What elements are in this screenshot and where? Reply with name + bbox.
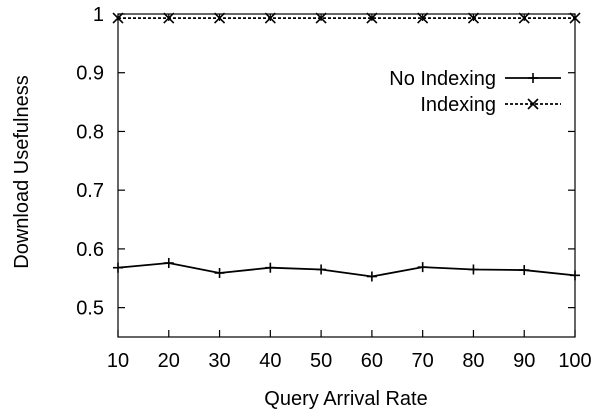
series-line-no-indexing bbox=[117, 262, 576, 278]
legend-label-indexing: Indexing bbox=[420, 94, 496, 116]
x-tick-label: 80 bbox=[462, 350, 484, 372]
data-point-no-indexing bbox=[519, 265, 530, 276]
data-point-no-indexing bbox=[316, 264, 327, 275]
x-tick-label: 40 bbox=[259, 350, 281, 372]
marker-stroke bbox=[467, 12, 480, 24]
data-point-no-indexing bbox=[265, 262, 276, 273]
x-tick-label: 70 bbox=[412, 350, 434, 372]
y-tick-label: 0.9 bbox=[76, 63, 104, 85]
ticks-layer: 10 20 30 40 50 60 70 80 90 100 0.5 0.6 0.7 0.8 0.9 1 bbox=[76, 4, 592, 372]
marker-stroke bbox=[366, 12, 378, 24]
y-tick-label: 0.6 bbox=[76, 239, 104, 261]
data-point-no-indexing bbox=[366, 271, 377, 282]
y-tick-label: 0.5 bbox=[76, 298, 104, 320]
data-point-indexing bbox=[213, 12, 226, 24]
marker-stroke bbox=[213, 12, 226, 24]
data-point-indexing bbox=[518, 12, 530, 24]
x-tick-label: 20 bbox=[158, 350, 180, 372]
x-tick-label: 30 bbox=[208, 350, 230, 372]
marker-stroke bbox=[417, 12, 429, 24]
x-axis-label: Query Arrival Rate bbox=[264, 388, 427, 410]
series-no-indexing bbox=[113, 258, 580, 282]
data-point-indexing bbox=[163, 12, 175, 24]
series-layer bbox=[112, 12, 581, 282]
x-tick-label: 100 bbox=[558, 350, 591, 372]
x-tick-label: 50 bbox=[310, 350, 332, 372]
y-axis-label: Download Usefulness bbox=[11, 75, 33, 268]
y-tick-label: 1 bbox=[93, 4, 104, 26]
x-tick-label: 10 bbox=[107, 350, 129, 372]
series-indexing bbox=[112, 12, 581, 24]
data-point-no-indexing bbox=[214, 267, 225, 278]
legend: No Indexing Indexing bbox=[389, 68, 561, 116]
x-tick-label: 90 bbox=[513, 350, 535, 372]
marker-stroke bbox=[518, 12, 530, 24]
legend-marker-no-indexing bbox=[528, 73, 538, 83]
data-point-indexing bbox=[264, 12, 276, 24]
data-point-indexing bbox=[366, 12, 378, 24]
plot-frame bbox=[117, 13, 576, 338]
y-tick-label: 0.7 bbox=[76, 180, 104, 202]
data-point-indexing bbox=[467, 12, 480, 24]
data-point-no-indexing bbox=[163, 258, 174, 269]
data-point-no-indexing bbox=[468, 264, 479, 275]
marker-stroke bbox=[315, 12, 327, 24]
data-point-indexing bbox=[315, 12, 327, 24]
legend-label-no-indexing: No Indexing bbox=[389, 68, 496, 90]
y-tick-label: 0.8 bbox=[76, 121, 104, 143]
data-point-indexing bbox=[417, 12, 429, 24]
marker-stroke bbox=[163, 12, 175, 24]
marker-stroke bbox=[527, 98, 539, 110]
legend-marker-indexing bbox=[527, 98, 539, 110]
marker-stroke bbox=[264, 12, 276, 24]
x-tick-label: 60 bbox=[361, 350, 383, 372]
data-point-no-indexing bbox=[417, 262, 428, 273]
